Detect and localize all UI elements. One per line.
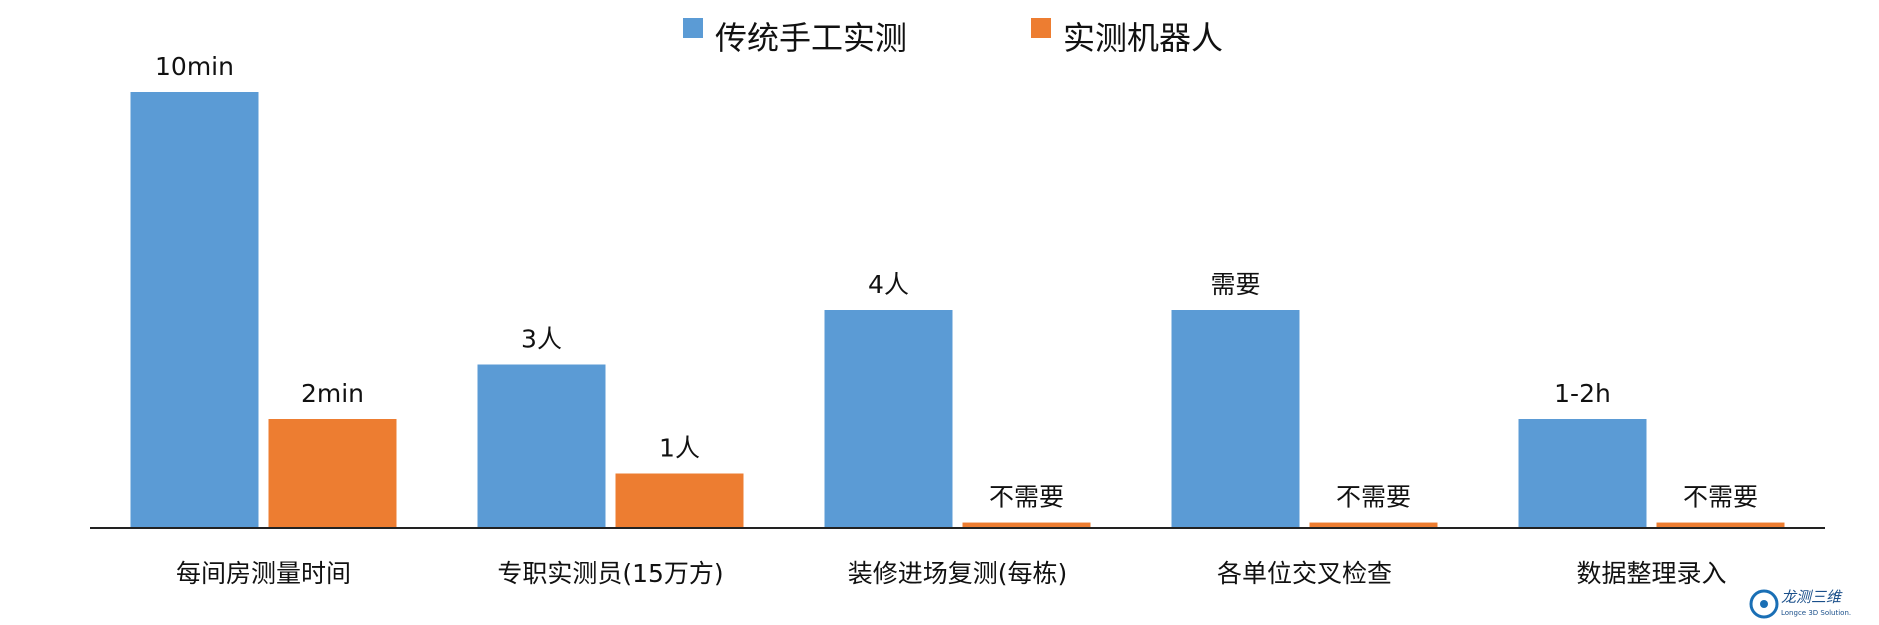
legend-label: 传统手工实测: [715, 19, 907, 57]
bar: [268, 419, 397, 528]
legend-label: 实测机器人: [1063, 19, 1223, 57]
x-tick-label: 数据整理录入: [1576, 559, 1726, 588]
value-label: 1人: [659, 434, 700, 463]
value-label: 不需要: [1336, 483, 1411, 512]
value-label: 需要: [1210, 270, 1260, 299]
bar: [1518, 419, 1647, 528]
legend-swatch: [683, 18, 703, 38]
legend-swatch: [1031, 18, 1051, 38]
bar: [130, 92, 259, 528]
bar: [1309, 522, 1438, 528]
bar: [477, 364, 606, 528]
x-tick-label: 专职实测员(15万方): [497, 559, 723, 588]
value-label: 不需要: [1683, 483, 1758, 512]
x-tick-label: 每间房测量时间: [176, 559, 351, 588]
logo-icon: [1749, 589, 1779, 619]
bar: [1171, 310, 1300, 528]
x-tick-label: 装修进场复测(每栋): [848, 559, 1068, 588]
logo-subtext: Longce 3D Solution.: [1781, 609, 1851, 617]
value-label: 10min: [155, 52, 234, 81]
value-label: 1-2h: [1554, 379, 1611, 408]
value-label: 2min: [301, 379, 364, 408]
bar: [615, 473, 744, 528]
value-label: 不需要: [989, 483, 1064, 512]
bar: [962, 522, 1091, 528]
x-tick-label: 各单位交叉检查: [1217, 559, 1392, 588]
logo-icon-dot: [1760, 600, 1768, 608]
bar: [824, 310, 953, 528]
value-label: 3人: [521, 325, 562, 354]
logo-text: 龙测三维: [1781, 588, 1843, 606]
logo: 龙测三维 Longce 3D Solution.: [1749, 588, 1851, 619]
value-label: 4人: [868, 270, 909, 299]
bar: [1656, 522, 1785, 528]
